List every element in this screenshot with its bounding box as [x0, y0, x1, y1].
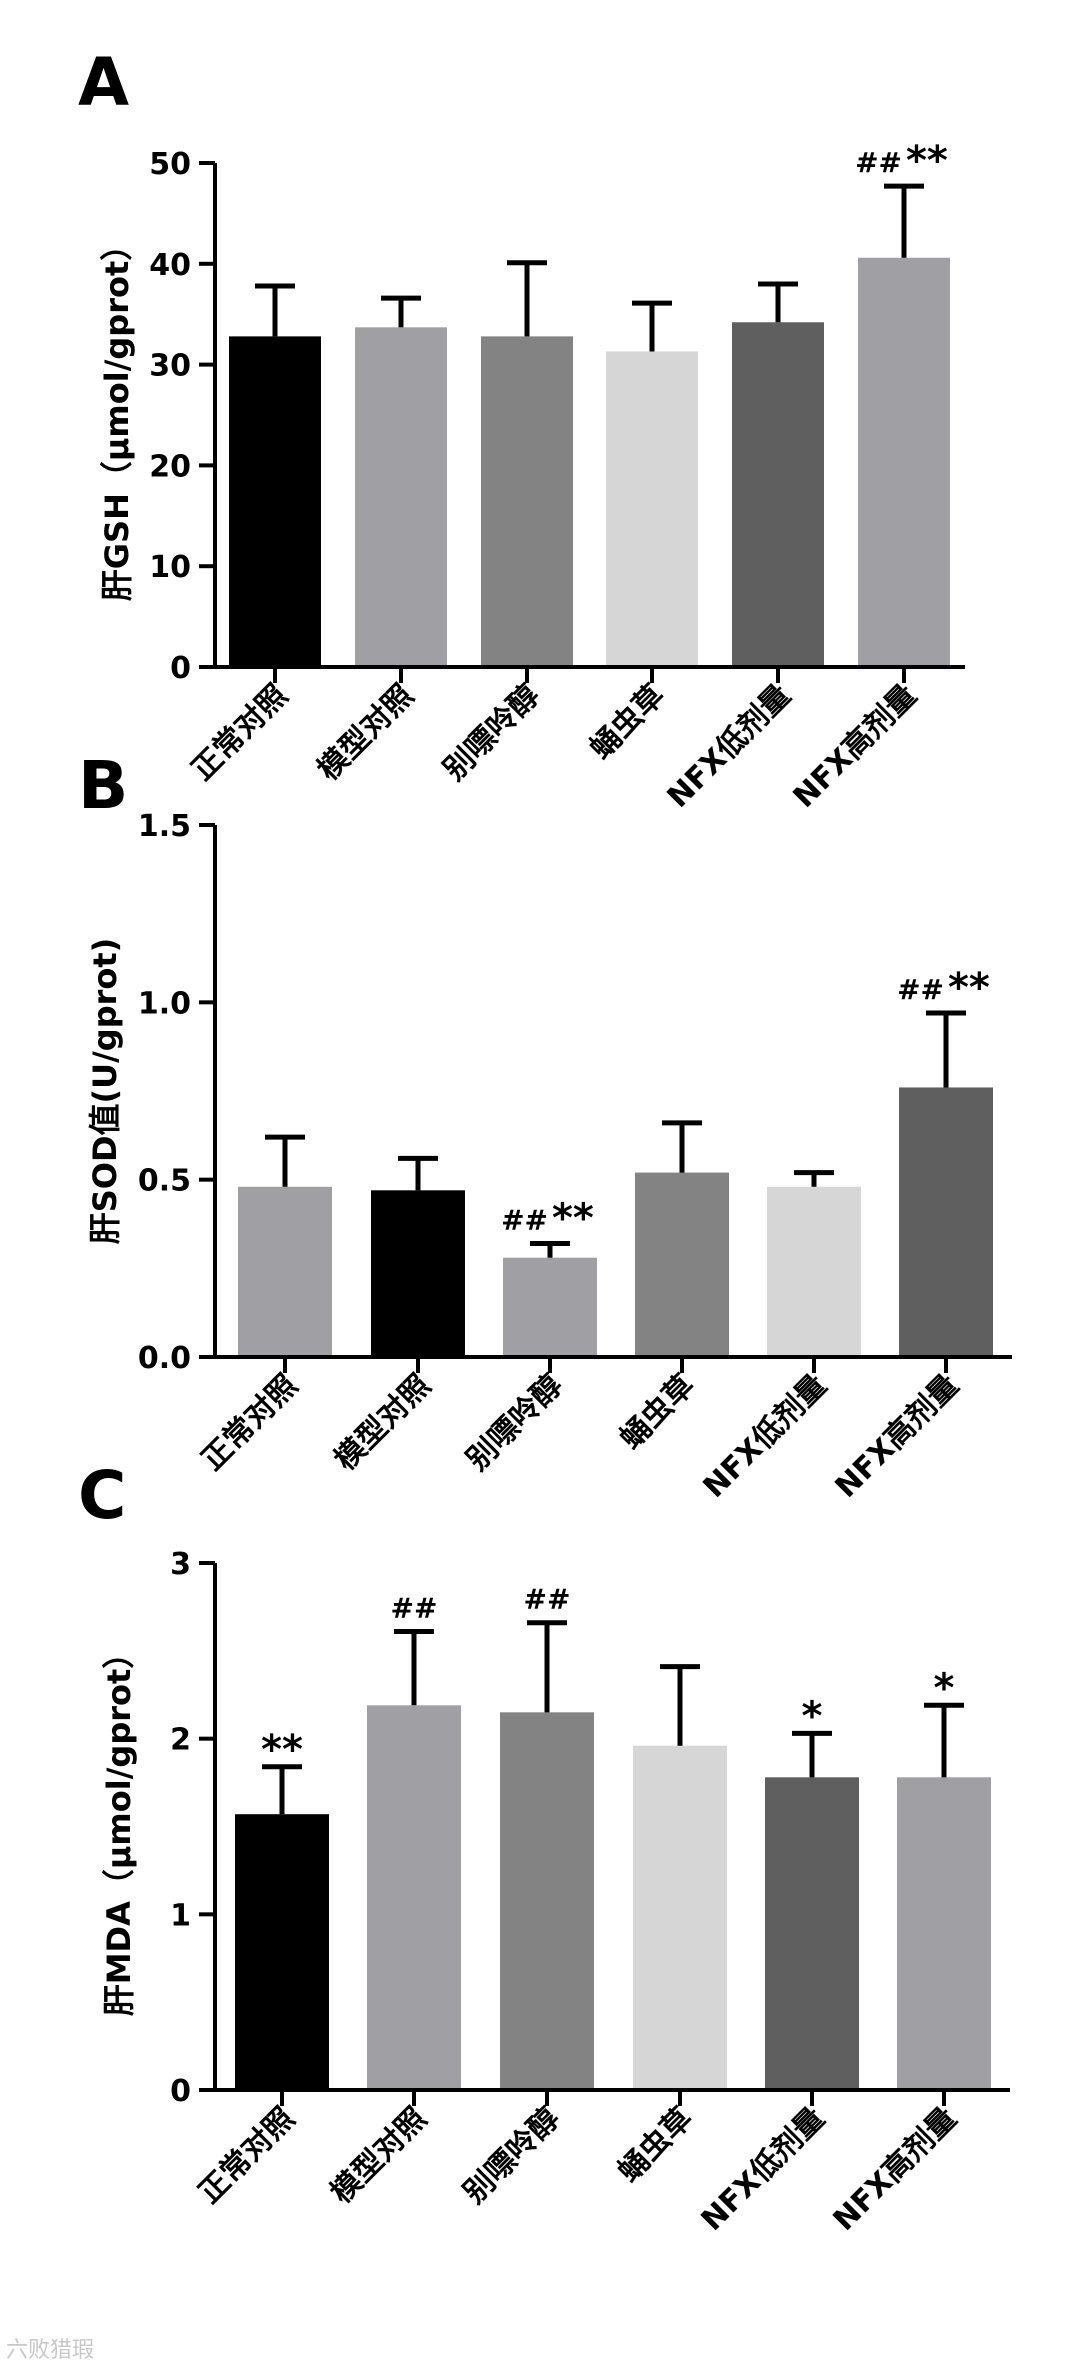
x-tick-label: 蛹虫草 — [611, 2101, 699, 2189]
bar-5 — [765, 1777, 859, 2090]
bar-4 — [633, 1745, 727, 2090]
y-axis-label: 肝GSH（μmol/gprot） — [98, 229, 136, 602]
panel-a: A ## ** 0 10 20 30 40 50 正常对照 模型对照 别嘌呤醇 蛹虫草NFX低剂量NFX… — [78, 44, 965, 815]
y-tick-label: 1.5 — [138, 809, 191, 844]
error-bar-3 — [527, 1620, 567, 1713]
y-tick-label: 50 — [149, 147, 191, 182]
x-tick-label: 蛹虫草 — [583, 678, 671, 766]
x-tick-label: 正常对照 — [195, 1368, 305, 1478]
panel-letter: A — [78, 44, 129, 121]
panel-letter: B — [78, 747, 128, 824]
error-bar-2 — [398, 1155, 438, 1191]
y-tick-label: 1.0 — [138, 986, 191, 1021]
x-tick-label: 别嘌呤醇 — [457, 2101, 567, 2211]
x-tick-label: 别嘌呤醇 — [437, 678, 547, 788]
bar-2 — [355, 327, 447, 667]
bar-3 — [500, 1712, 594, 2090]
x-tick-label: NFX高剂量 — [829, 1368, 966, 1505]
error-bar-6 — [924, 1702, 964, 1778]
y-axis-label: 肝MDA（μmol/gprot） — [100, 1637, 138, 2017]
error-bar-4 — [662, 1120, 702, 1173]
watermark-text: 六败猎瑕 — [6, 2338, 95, 2363]
significance-star: ** — [261, 1727, 303, 1773]
x-tick-label: 正常对照 — [192, 2101, 302, 2211]
error-bar-3 — [530, 1241, 570, 1258]
error-bar-4 — [660, 1664, 700, 1746]
error-bar-2 — [381, 295, 421, 328]
significance-star: ** — [906, 138, 948, 184]
error-bar-6 — [884, 183, 924, 258]
error-bar-1 — [255, 283, 295, 337]
y-tick-label: 0.0 — [138, 1341, 191, 1376]
error-bar-6 — [926, 1010, 966, 1088]
y-tick-label: 0.5 — [138, 1164, 191, 1199]
y-tick-label: 30 — [149, 349, 191, 384]
error-bar-5 — [758, 281, 798, 323]
x-tick-label: NFX高剂量 — [827, 2101, 964, 2238]
bar-1 — [229, 336, 321, 667]
error-bar-1 — [262, 1764, 302, 1815]
significance-hash: ## — [501, 1204, 548, 1237]
y-tick-label: 10 — [149, 550, 191, 585]
y-tick-label: 3 — [170, 1547, 191, 1582]
x-tick-label: NFX低剂量 — [695, 2101, 832, 2238]
bar-3 — [481, 336, 573, 667]
error-bar-4 — [632, 300, 672, 352]
significance-hash: ## — [391, 1592, 438, 1625]
x-tick-label: 别嘌呤醇 — [460, 1368, 570, 1478]
error-bar-1 — [265, 1134, 305, 1187]
y-tick-label: 2 — [170, 1723, 191, 1758]
x-tick-label: 模型对照 — [328, 1368, 438, 1478]
x-tick-label: 蛹虫草 — [613, 1368, 701, 1456]
bar-4 — [635, 1172, 729, 1357]
y-tick-label: 40 — [149, 248, 191, 283]
significance-star: * — [934, 1665, 955, 1711]
y-axis-label: 肝SOD值(U/gprot) — [86, 938, 124, 1245]
x-tick-label: NFX低剂量 — [661, 678, 798, 815]
bar-2 — [371, 1190, 465, 1357]
error-bar-5 — [794, 1170, 834, 1187]
significance-star: * — [802, 1693, 823, 1739]
panel-letter: C — [78, 1457, 126, 1534]
error-bar-2 — [394, 1629, 434, 1706]
significance-star: ** — [948, 965, 990, 1011]
bar-6 — [858, 257, 950, 667]
x-tick-label: 正常对照 — [185, 678, 295, 788]
y-tick-label: 20 — [149, 449, 191, 484]
bar-1 — [238, 1186, 332, 1357]
significance-hash: ## — [897, 973, 944, 1006]
x-tick-label: 模型对照 — [324, 2101, 434, 2211]
x-tick-label: NFX低剂量 — [697, 1368, 834, 1505]
bar-2 — [367, 1705, 461, 2090]
significance-hash: ## — [524, 1583, 571, 1616]
x-tick-label: NFX高剂量 — [787, 678, 924, 815]
error-bar-3 — [507, 260, 547, 337]
significance-hash: ## — [855, 146, 902, 179]
bar-4 — [606, 351, 698, 667]
bar-6 — [899, 1087, 993, 1357]
y-tick-label: 1 — [170, 1898, 191, 1933]
bar-1 — [235, 1814, 329, 2090]
y-tick-label: 0 — [170, 2074, 191, 2109]
bar-3 — [503, 1257, 597, 1357]
bar-5 — [767, 1186, 861, 1357]
x-tick-label: 模型对照 — [311, 678, 421, 788]
bar-5 — [732, 322, 824, 667]
significance-star: ** — [552, 1196, 594, 1242]
bar-6 — [897, 1777, 991, 2090]
error-bar-5 — [792, 1730, 832, 1778]
y-tick-label: 0 — [170, 651, 191, 686]
